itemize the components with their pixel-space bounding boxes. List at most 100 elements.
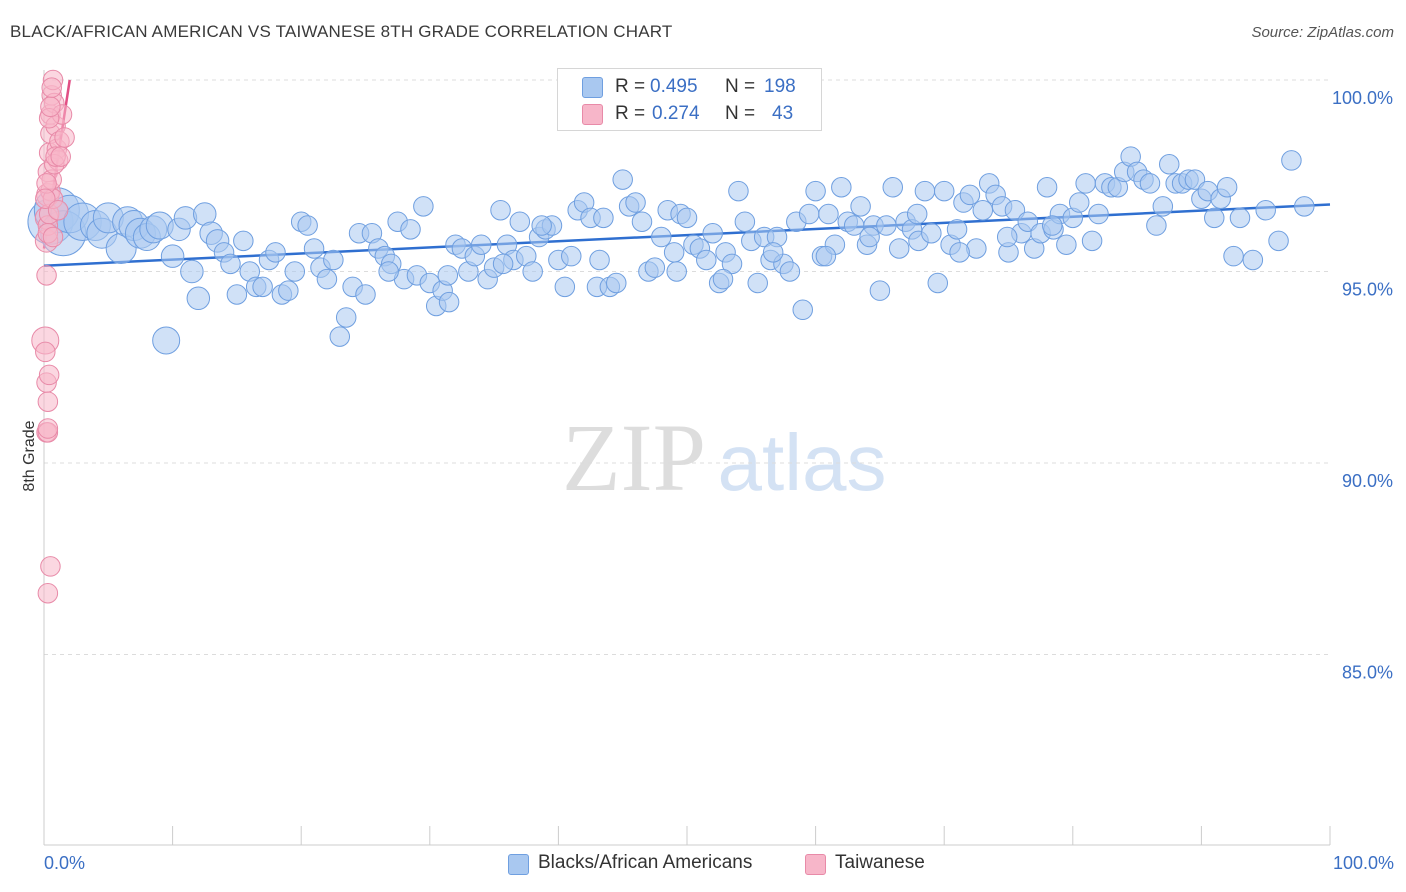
legend-r-value-blacks: 0.495	[650, 76, 698, 97]
point-blacks	[492, 253, 514, 275]
point-blacks	[1184, 169, 1206, 190]
point-blacks	[1041, 215, 1063, 236]
point-taiwanese	[47, 199, 69, 221]
point-blacks	[284, 261, 306, 282]
point-blacks	[509, 211, 531, 232]
legend-swatch-pink	[582, 104, 603, 125]
point-blacks	[859, 226, 880, 248]
point-taiwanese	[38, 364, 60, 386]
point-blacks	[335, 307, 357, 328]
point-blacks	[1088, 203, 1109, 225]
point-blacks	[1081, 230, 1103, 252]
legend-n-value-blacks: 198	[764, 76, 796, 97]
point-blacks	[1159, 154, 1180, 175]
point-blacks	[1281, 150, 1302, 171]
y-tick-label: 90.0%	[1342, 471, 1393, 491]
point-blacks	[805, 180, 826, 202]
y-tick-label: 95.0%	[1342, 280, 1393, 300]
point-blacks	[1075, 173, 1096, 194]
legend-r-value-taiwanese: 0.274	[652, 103, 700, 124]
point-blacks	[323, 249, 344, 271]
point-blacks	[522, 261, 543, 282]
point-blacks	[1294, 196, 1315, 217]
point-blacks	[490, 199, 511, 221]
legend-r-label: R =	[615, 76, 646, 97]
point-blacks	[1146, 215, 1167, 236]
point-taiwanese	[42, 226, 64, 248]
point-blacks	[437, 265, 459, 286]
point-blacks	[1242, 249, 1264, 271]
watermark-zip: ZIP	[562, 404, 706, 511]
point-blacks	[712, 268, 734, 290]
legend-swatch-blue	[582, 77, 603, 98]
y-axis-label: 8th Grade	[21, 420, 38, 492]
series-swatch-blue	[508, 854, 529, 875]
point-blacks	[265, 242, 286, 263]
point-blacks	[531, 215, 552, 236]
point-blacks	[762, 242, 784, 263]
point-blacks	[921, 222, 942, 244]
point-blacks	[1204, 207, 1225, 229]
point-blacks	[666, 261, 687, 282]
point-blacks	[927, 272, 949, 294]
point-blacks	[815, 245, 837, 267]
point-blacks	[355, 284, 376, 305]
point-blacks	[906, 203, 928, 225]
point-blacks	[625, 192, 646, 213]
point-blacks	[959, 184, 981, 206]
point-blacks	[1139, 173, 1161, 194]
point-blacks	[297, 215, 318, 236]
point-blacks	[561, 245, 582, 267]
point-blacks	[972, 199, 994, 221]
point-blacks	[252, 276, 273, 298]
point-taiwanese	[40, 556, 61, 577]
trend-line-blacks	[43, 203, 1331, 268]
point-blacks	[152, 326, 181, 355]
point-blacks	[1255, 199, 1276, 221]
point-blacks	[438, 291, 460, 313]
x-tick-label-min: 0.0%	[44, 853, 85, 873]
point-blacks	[734, 211, 756, 232]
point-blacks	[1056, 234, 1077, 255]
point-blacks	[233, 230, 254, 252]
correlation-legend: R = 0.495 N = 198 R = 0.274 N = 43	[557, 68, 822, 131]
legend-r-label: R =	[615, 103, 646, 124]
watermark-atlas: atlas	[718, 418, 887, 507]
point-blacks	[914, 180, 936, 202]
point-blacks	[1223, 245, 1244, 267]
point-blacks	[329, 326, 351, 347]
point-blacks	[831, 176, 852, 198]
point-blacks	[721, 253, 743, 275]
point-blacks	[663, 242, 685, 263]
point-blacks	[696, 249, 717, 271]
point-blacks	[413, 196, 434, 217]
y-tick-label: 100.0%	[1332, 88, 1393, 108]
point-blacks	[1017, 211, 1039, 232]
legend-n-value-taiwanese: 43	[772, 103, 794, 124]
source-label: Source: ZipAtlas.com	[1251, 24, 1394, 41]
y-tick-label: 85.0%	[1342, 663, 1393, 683]
point-blacks	[676, 207, 698, 229]
series-label-taiwanese: Taiwanese	[835, 852, 925, 873]
point-blacks	[747, 272, 768, 294]
point-blacks	[702, 222, 723, 244]
point-taiwanese	[50, 146, 71, 167]
point-blacks	[554, 276, 576, 298]
point-blacks	[728, 180, 749, 202]
point-blacks	[888, 238, 910, 259]
point-blacks	[798, 203, 820, 225]
point-blacks	[996, 226, 1018, 248]
point-blacks	[818, 203, 839, 225]
point-taiwanese	[37, 391, 59, 412]
point-blacks	[400, 219, 421, 240]
point-blacks	[303, 238, 325, 259]
point-blacks	[1036, 176, 1058, 198]
point-blacks	[792, 299, 813, 321]
point-blacks	[966, 238, 987, 259]
point-taiwanese	[35, 341, 56, 363]
point-blacks	[779, 261, 801, 282]
x-tick-label-max: 100.0%	[1333, 853, 1394, 873]
point-blacks	[160, 244, 185, 268]
point-blacks	[1068, 192, 1090, 213]
